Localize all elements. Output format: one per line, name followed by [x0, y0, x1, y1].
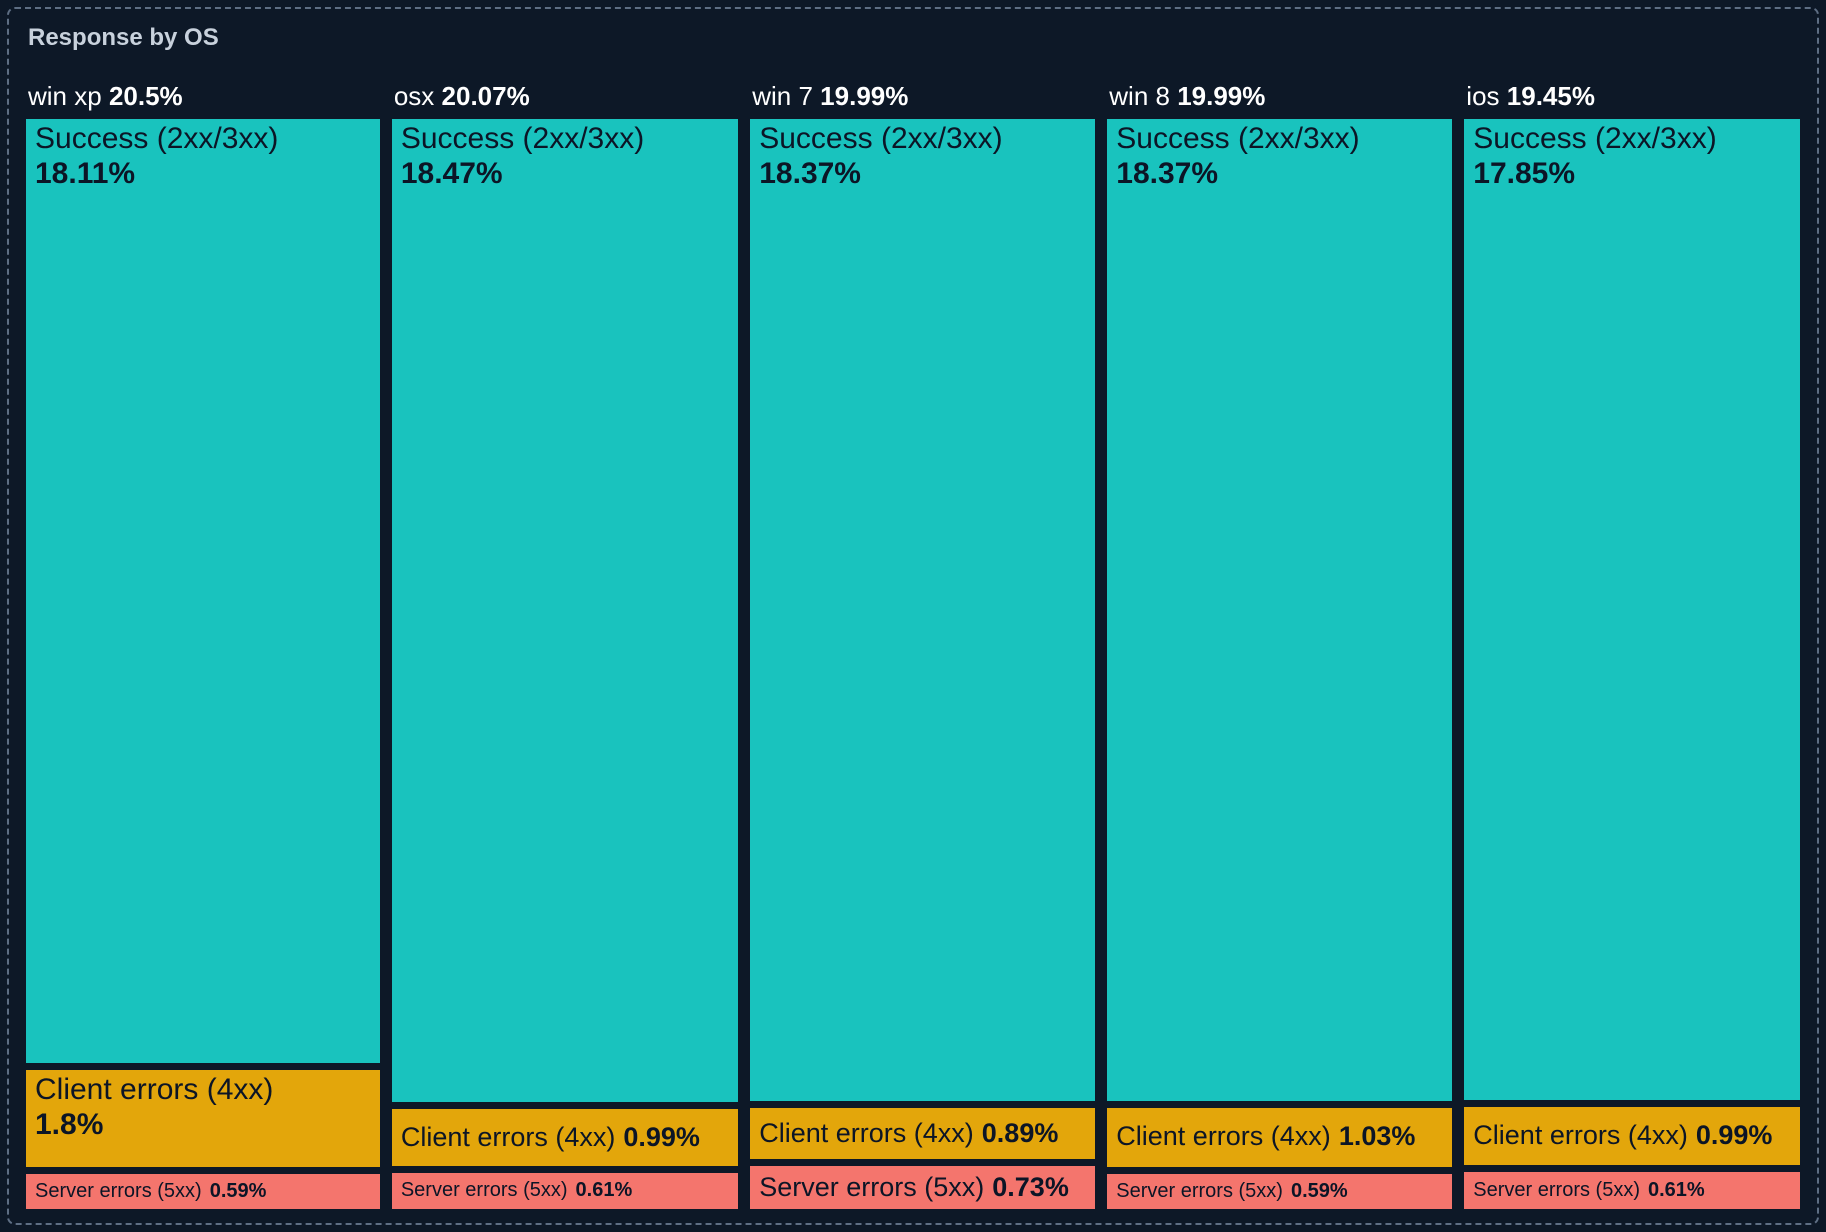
os-header: win xp 20.5% — [28, 81, 380, 111]
block-label: Client errors (4xx) — [1116, 1121, 1331, 1152]
os-percent: 20.07% — [441, 81, 530, 112]
block-server[interactable]: Server errors (5xx) 0.73% — [750, 1166, 1096, 1209]
os-name: win xp — [28, 81, 102, 112]
block-success[interactable]: Success (2xx/3xx) 17.85% — [1464, 119, 1800, 1100]
block-value: 0.61% — [1648, 1178, 1705, 1201]
block-server[interactable]: Server errors (5xx) 0.59% — [26, 1174, 380, 1209]
block-server[interactable]: Server errors (5xx) 0.61% — [1464, 1171, 1800, 1209]
block-label: Server errors (5xx) — [1473, 1178, 1640, 1201]
os-blocks: Success (2xx/3xx) 18.37% Client errors (… — [1107, 119, 1453, 1209]
block-client[interactable]: Client errors (4xx) 1.03% — [1107, 1107, 1453, 1167]
panel-title: Response by OS — [28, 24, 219, 51]
block-label: Client errors (4xx) — [759, 1117, 974, 1148]
block-server[interactable]: Server errors (5xx) 0.61% — [391, 1172, 739, 1209]
block-label: Server errors (5xx) — [35, 1180, 202, 1202]
os-column: win xp 20.5% Success (2xx/3xx) 18.11% Cl… — [26, 81, 380, 1209]
block-success[interactable]: Success (2xx/3xx) 18.11% — [26, 119, 380, 1063]
os-percent: 19.99% — [820, 81, 909, 112]
block-value: 0.59% — [209, 1180, 267, 1202]
block-value: 0.99% — [1695, 1119, 1773, 1150]
treemap-panel: Response by OS win xp 20.5% Success (2xx… — [7, 7, 1819, 1225]
block-label: Success (2xx/3xx) — [1116, 122, 1360, 156]
block-success[interactable]: Success (2xx/3xx) 18.37% — [1107, 119, 1453, 1101]
os-blocks: Success (2xx/3xx) 18.37% Client errors (… — [750, 119, 1096, 1209]
block-label: Server errors (5xx) — [759, 1171, 985, 1202]
block-value: 0.59% — [1290, 1179, 1348, 1202]
os-blocks: Success (2xx/3xx) 17.85% Client errors (… — [1464, 119, 1800, 1209]
block-label: Client errors (4xx) — [1473, 1119, 1688, 1150]
os-blocks: Success (2xx/3xx) 18.11% Client errors (… — [26, 119, 380, 1209]
block-label: Client errors (4xx) — [400, 1121, 616, 1152]
block-client[interactable]: Client errors (4xx) 0.89% — [750, 1107, 1096, 1160]
block-label: Client errors (4xx) — [35, 1073, 274, 1106]
os-percent: 20.5% — [108, 81, 183, 112]
os-column: osx 20.07% Success (2xx/3xx) 18.47% Clie… — [391, 81, 739, 1209]
block-value: 18.11% — [35, 157, 136, 191]
os-column: win 8 19.99% Success (2xx/3xx) 18.37% Cl… — [1107, 81, 1453, 1209]
os-column: win 7 19.99% Success (2xx/3xx) 18.37% Cl… — [750, 81, 1096, 1209]
os-header: ios 19.45% — [1466, 81, 1800, 111]
block-success[interactable]: Success (2xx/3xx) 18.37% — [750, 119, 1096, 1101]
block-value: 0.89% — [981, 1117, 1059, 1148]
block-label: Success (2xx/3xx) — [759, 122, 1003, 156]
block-client[interactable]: Client errors (4xx) 0.99% — [1464, 1106, 1800, 1165]
block-label: Success (2xx/3xx) — [1473, 122, 1717, 156]
os-percent: 19.99% — [1177, 81, 1266, 112]
block-client[interactable]: Client errors (4xx) 1.8% — [26, 1070, 380, 1168]
block-label: Success (2xx/3xx) — [400, 122, 645, 156]
block-client[interactable]: Client errors (4xx) 0.99% — [391, 1109, 739, 1166]
block-value: 1.03% — [1338, 1121, 1416, 1152]
block-value: 18.37% — [759, 157, 861, 191]
block-success[interactable]: Success (2xx/3xx) 18.47% — [391, 119, 739, 1103]
block-value: 18.37% — [1116, 157, 1219, 191]
block-value: 0.73% — [992, 1171, 1069, 1202]
os-name: win 8 — [1109, 81, 1170, 112]
treemap-columns: win xp 20.5% Success (2xx/3xx) 18.11% Cl… — [26, 81, 1800, 1209]
block-value: 17.85% — [1473, 157, 1576, 191]
os-name: ios — [1466, 81, 1500, 112]
os-header: win 7 19.99% — [752, 81, 1095, 111]
block-label: Success (2xx/3xx) — [35, 122, 279, 156]
os-column: ios 19.45% Success (2xx/3xx) 17.85% Clie… — [1464, 81, 1800, 1209]
os-name: osx — [393, 81, 435, 112]
block-value: 0.99% — [623, 1121, 700, 1152]
block-label: Server errors (5xx) — [1116, 1179, 1283, 1202]
os-name: win 7 — [752, 81, 813, 112]
block-value: 0.61% — [575, 1179, 633, 1202]
block-server[interactable]: Server errors (5xx) 0.59% — [1107, 1173, 1453, 1209]
os-header: osx 20.07% — [394, 81, 738, 111]
block-value: 1.8% — [35, 1108, 104, 1142]
os-header: win 8 19.99% — [1109, 81, 1452, 111]
os-blocks: Success (2xx/3xx) 18.47% Client errors (… — [391, 119, 739, 1209]
block-value: 18.47% — [400, 157, 503, 191]
block-label: Server errors (5xx) — [400, 1179, 568, 1202]
os-percent: 19.45% — [1506, 81, 1595, 112]
